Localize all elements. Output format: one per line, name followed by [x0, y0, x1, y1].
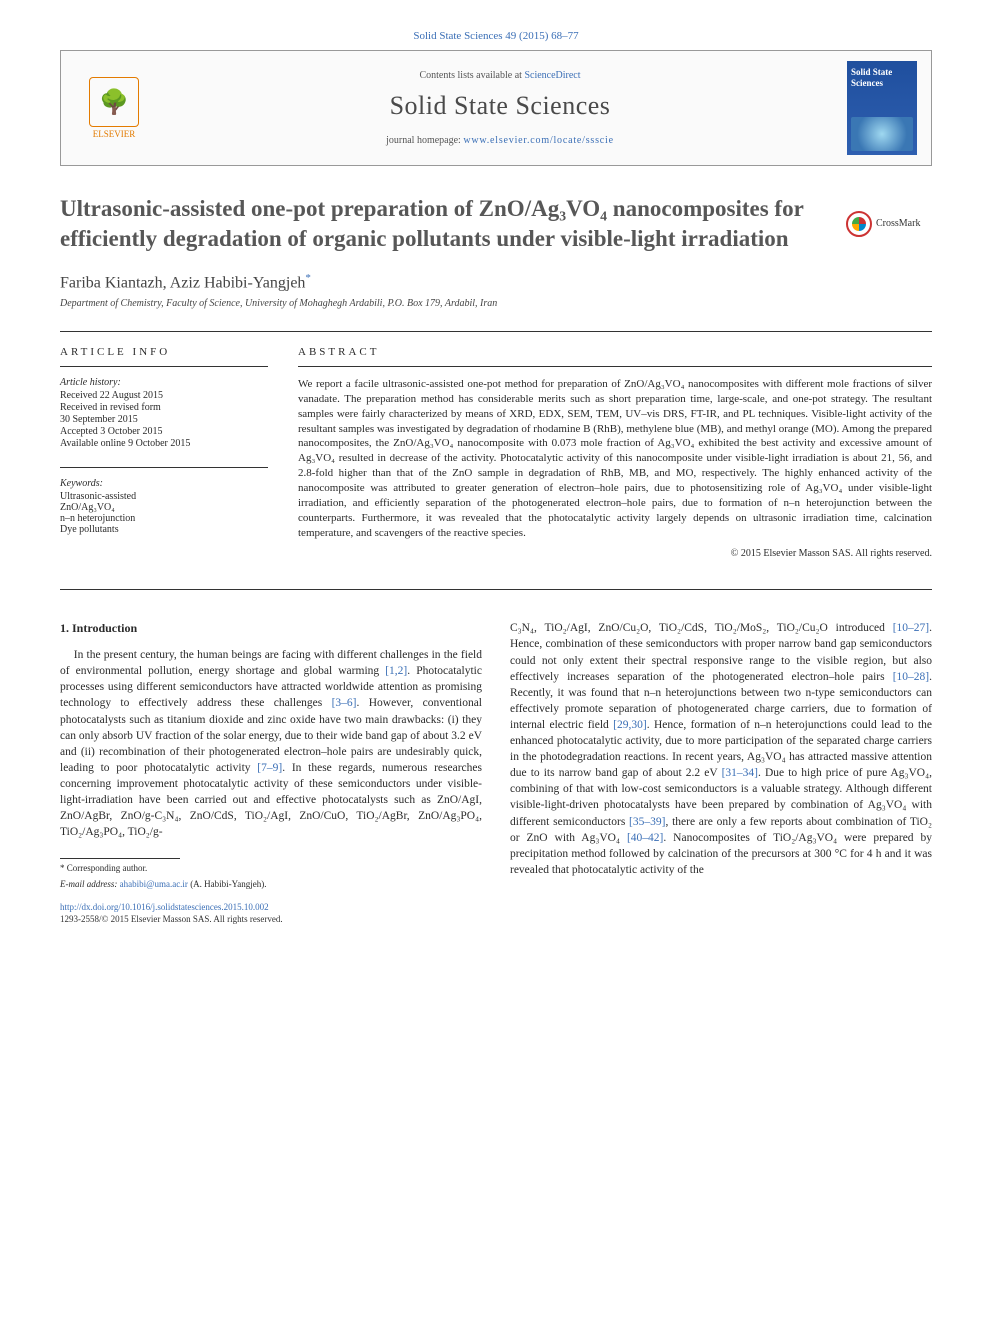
author-list: Fariba Kiantazh, Aziz Habibi-Yangjeh*: [60, 272, 932, 292]
journal-banner: 🌳 ELSEVIER Contents lists available at S…: [60, 50, 932, 166]
issn-copyright: 1293-2558/© 2015 Elsevier Masson SAS. Al…: [60, 913, 482, 926]
body-column-right: C₃N₄, TiO₂/AgI, ZnO/Cu₂O, TiO₂/CdS, TiO₂…: [510, 620, 932, 925]
abstract-column: ABSTRACT We report a facile ultrasonic-a…: [298, 346, 932, 559]
email-label: E-mail address:: [60, 879, 120, 889]
article-info-heading: ARTICLE INFO: [60, 346, 268, 367]
crossmark-icon: [846, 211, 872, 237]
journal-cover-thumbnail: Solid State Sciences: [847, 61, 917, 155]
email-address[interactable]: ahabibi@uma.ac.ir: [120, 879, 188, 889]
banner-center: Contents lists available at ScienceDirec…: [153, 70, 847, 146]
history-accepted: Accepted 3 October 2015: [60, 426, 268, 437]
history-label: Article history:: [60, 377, 268, 388]
history-received: Received 22 August 2015: [60, 390, 268, 401]
intro-paragraph-2: C₃N₄, TiO₂/AgI, ZnO/Cu₂O, TiO₂/CdS, TiO₂…: [510, 620, 932, 878]
affiliation: Department of Chemistry, Faculty of Scie…: [60, 298, 932, 309]
doi-block: http://dx.doi.org/10.1016/j.solidstatesc…: [60, 901, 482, 926]
email-suffix: (A. Habibi-Yangjeh).: [188, 879, 267, 889]
crossmark-label: CrossMark: [876, 218, 920, 229]
body-column-left: 1. Introduction In the present century, …: [60, 620, 482, 925]
cover-art-icon: [851, 117, 913, 151]
article-info-column: ARTICLE INFO Article history: Received 2…: [60, 346, 268, 559]
abstract-heading: ABSTRACT: [298, 346, 932, 367]
abstract-copyright: © 2015 Elsevier Masson SAS. All rights r…: [298, 548, 932, 559]
keywords-block: Keywords: Ultrasonic-assisted ZnO/Ag₃VO₄…: [60, 467, 268, 535]
crossmark-badge[interactable]: CrossMark: [846, 194, 932, 254]
history-revised-l2: 30 September 2015: [60, 414, 268, 425]
homepage-prefix: journal homepage:: [386, 135, 463, 146]
top-citation: Solid State Sciences 49 (2015) 68–77: [60, 30, 932, 42]
abstract-text: We report a facile ultrasonic-assisted o…: [298, 377, 932, 540]
keyword-item: ZnO/Ag₃VO₄: [60, 502, 268, 513]
intro-heading: 1. Introduction: [60, 620, 482, 637]
keyword-item: Dye pollutants: [60, 524, 268, 535]
publisher-logo: 🌳 ELSEVIER: [75, 65, 153, 151]
authors-text: Fariba Kiantazh, Aziz Habibi-Yangjeh: [60, 274, 305, 291]
history-online: Available online 9 October 2015: [60, 438, 268, 449]
section-divider: [60, 331, 932, 332]
keywords-label: Keywords:: [60, 478, 268, 489]
publisher-name: ELSEVIER: [93, 129, 136, 139]
contents-available-line: Contents lists available at ScienceDirec…: [153, 70, 847, 81]
homepage-url[interactable]: www.elsevier.com/locate/ssscie: [463, 135, 614, 146]
elsevier-tree-icon: 🌳: [89, 77, 139, 127]
contents-prefix: Contents lists available at: [419, 70, 524, 81]
body-two-column: 1. Introduction In the present century, …: [60, 620, 932, 925]
doi-link[interactable]: http://dx.doi.org/10.1016/j.solidstatesc…: [60, 901, 482, 914]
section-divider: [60, 589, 932, 590]
corresponding-asterisk: *: [305, 272, 311, 284]
cover-title: Solid State Sciences: [851, 67, 913, 89]
sciencedirect-link[interactable]: ScienceDirect: [524, 70, 580, 81]
homepage-line: journal homepage: www.elsevier.com/locat…: [153, 135, 847, 146]
paper-title: Ultrasonic-assisted one-pot preparation …: [60, 194, 846, 254]
corresponding-author-note: * Corresponding author.: [60, 863, 482, 875]
journal-name: Solid State Sciences: [153, 91, 847, 121]
email-line: E-mail address: ahabibi@uma.ac.ir (A. Ha…: [60, 879, 482, 891]
footnote-separator: [60, 858, 180, 859]
history-revised-l1: Received in revised form: [60, 402, 268, 413]
keyword-item: n–n heterojunction: [60, 513, 268, 524]
intro-paragraph-1: In the present century, the human beings…: [60, 647, 482, 840]
keyword-item: Ultrasonic-assisted: [60, 491, 268, 502]
